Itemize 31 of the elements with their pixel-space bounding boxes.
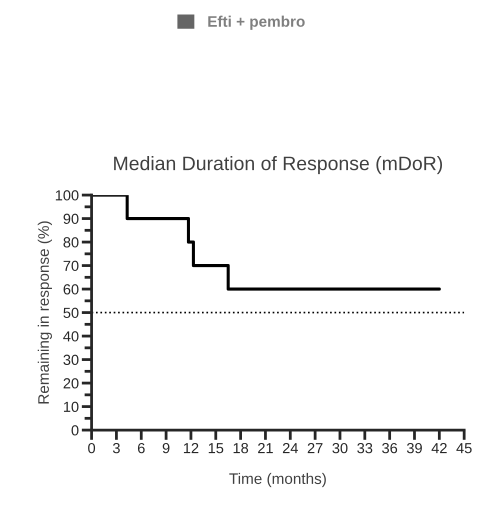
y-tick-label: 80	[63, 237, 79, 248]
x-tick-label: 6	[138, 442, 145, 454]
legend-label: Efti + pembro	[208, 16, 305, 30]
x-tick-label: 27	[308, 442, 323, 454]
x-tick-label: 9	[162, 442, 170, 454]
x-tick-label: 45	[456, 443, 472, 454]
y-tick-label: 30	[63, 354, 79, 366]
y-tick-label: 60	[64, 284, 79, 295]
y-tick-label: 20	[64, 378, 79, 389]
x-tick-label: 3	[112, 442, 120, 454]
y-tick-label: 40	[63, 331, 79, 342]
x-tick-label: 42	[432, 442, 447, 454]
x-tick-label: 15	[208, 443, 224, 454]
x-tick-label: 33	[357, 442, 372, 454]
x-tick-label: 21	[258, 442, 273, 454]
chart-title: Median Duration of Response (mDoR)	[114, 156, 442, 174]
y-tick-label: 90	[64, 214, 79, 224]
y-tick-label: 70	[64, 260, 79, 271]
y-tick-label: 10	[64, 402, 79, 412]
y-tick-label: 0	[72, 425, 79, 436]
x-tick-label: 0	[88, 442, 96, 454]
x-tick-label: 39	[406, 442, 422, 454]
x-axis-title: Time (months)	[229, 472, 326, 488]
x-tick-label: 36	[382, 442, 398, 454]
x-tick-label: 24	[282, 442, 298, 454]
y-axis-title: Remaining in response (%)	[38, 221, 52, 404]
x-tick-label: 30	[332, 442, 348, 454]
x-tick-label: 18	[234, 442, 248, 454]
y-tick-label: 100	[56, 190, 79, 200]
x-tick-label: 12	[184, 442, 198, 454]
y-tick-label: 50	[63, 308, 79, 318]
